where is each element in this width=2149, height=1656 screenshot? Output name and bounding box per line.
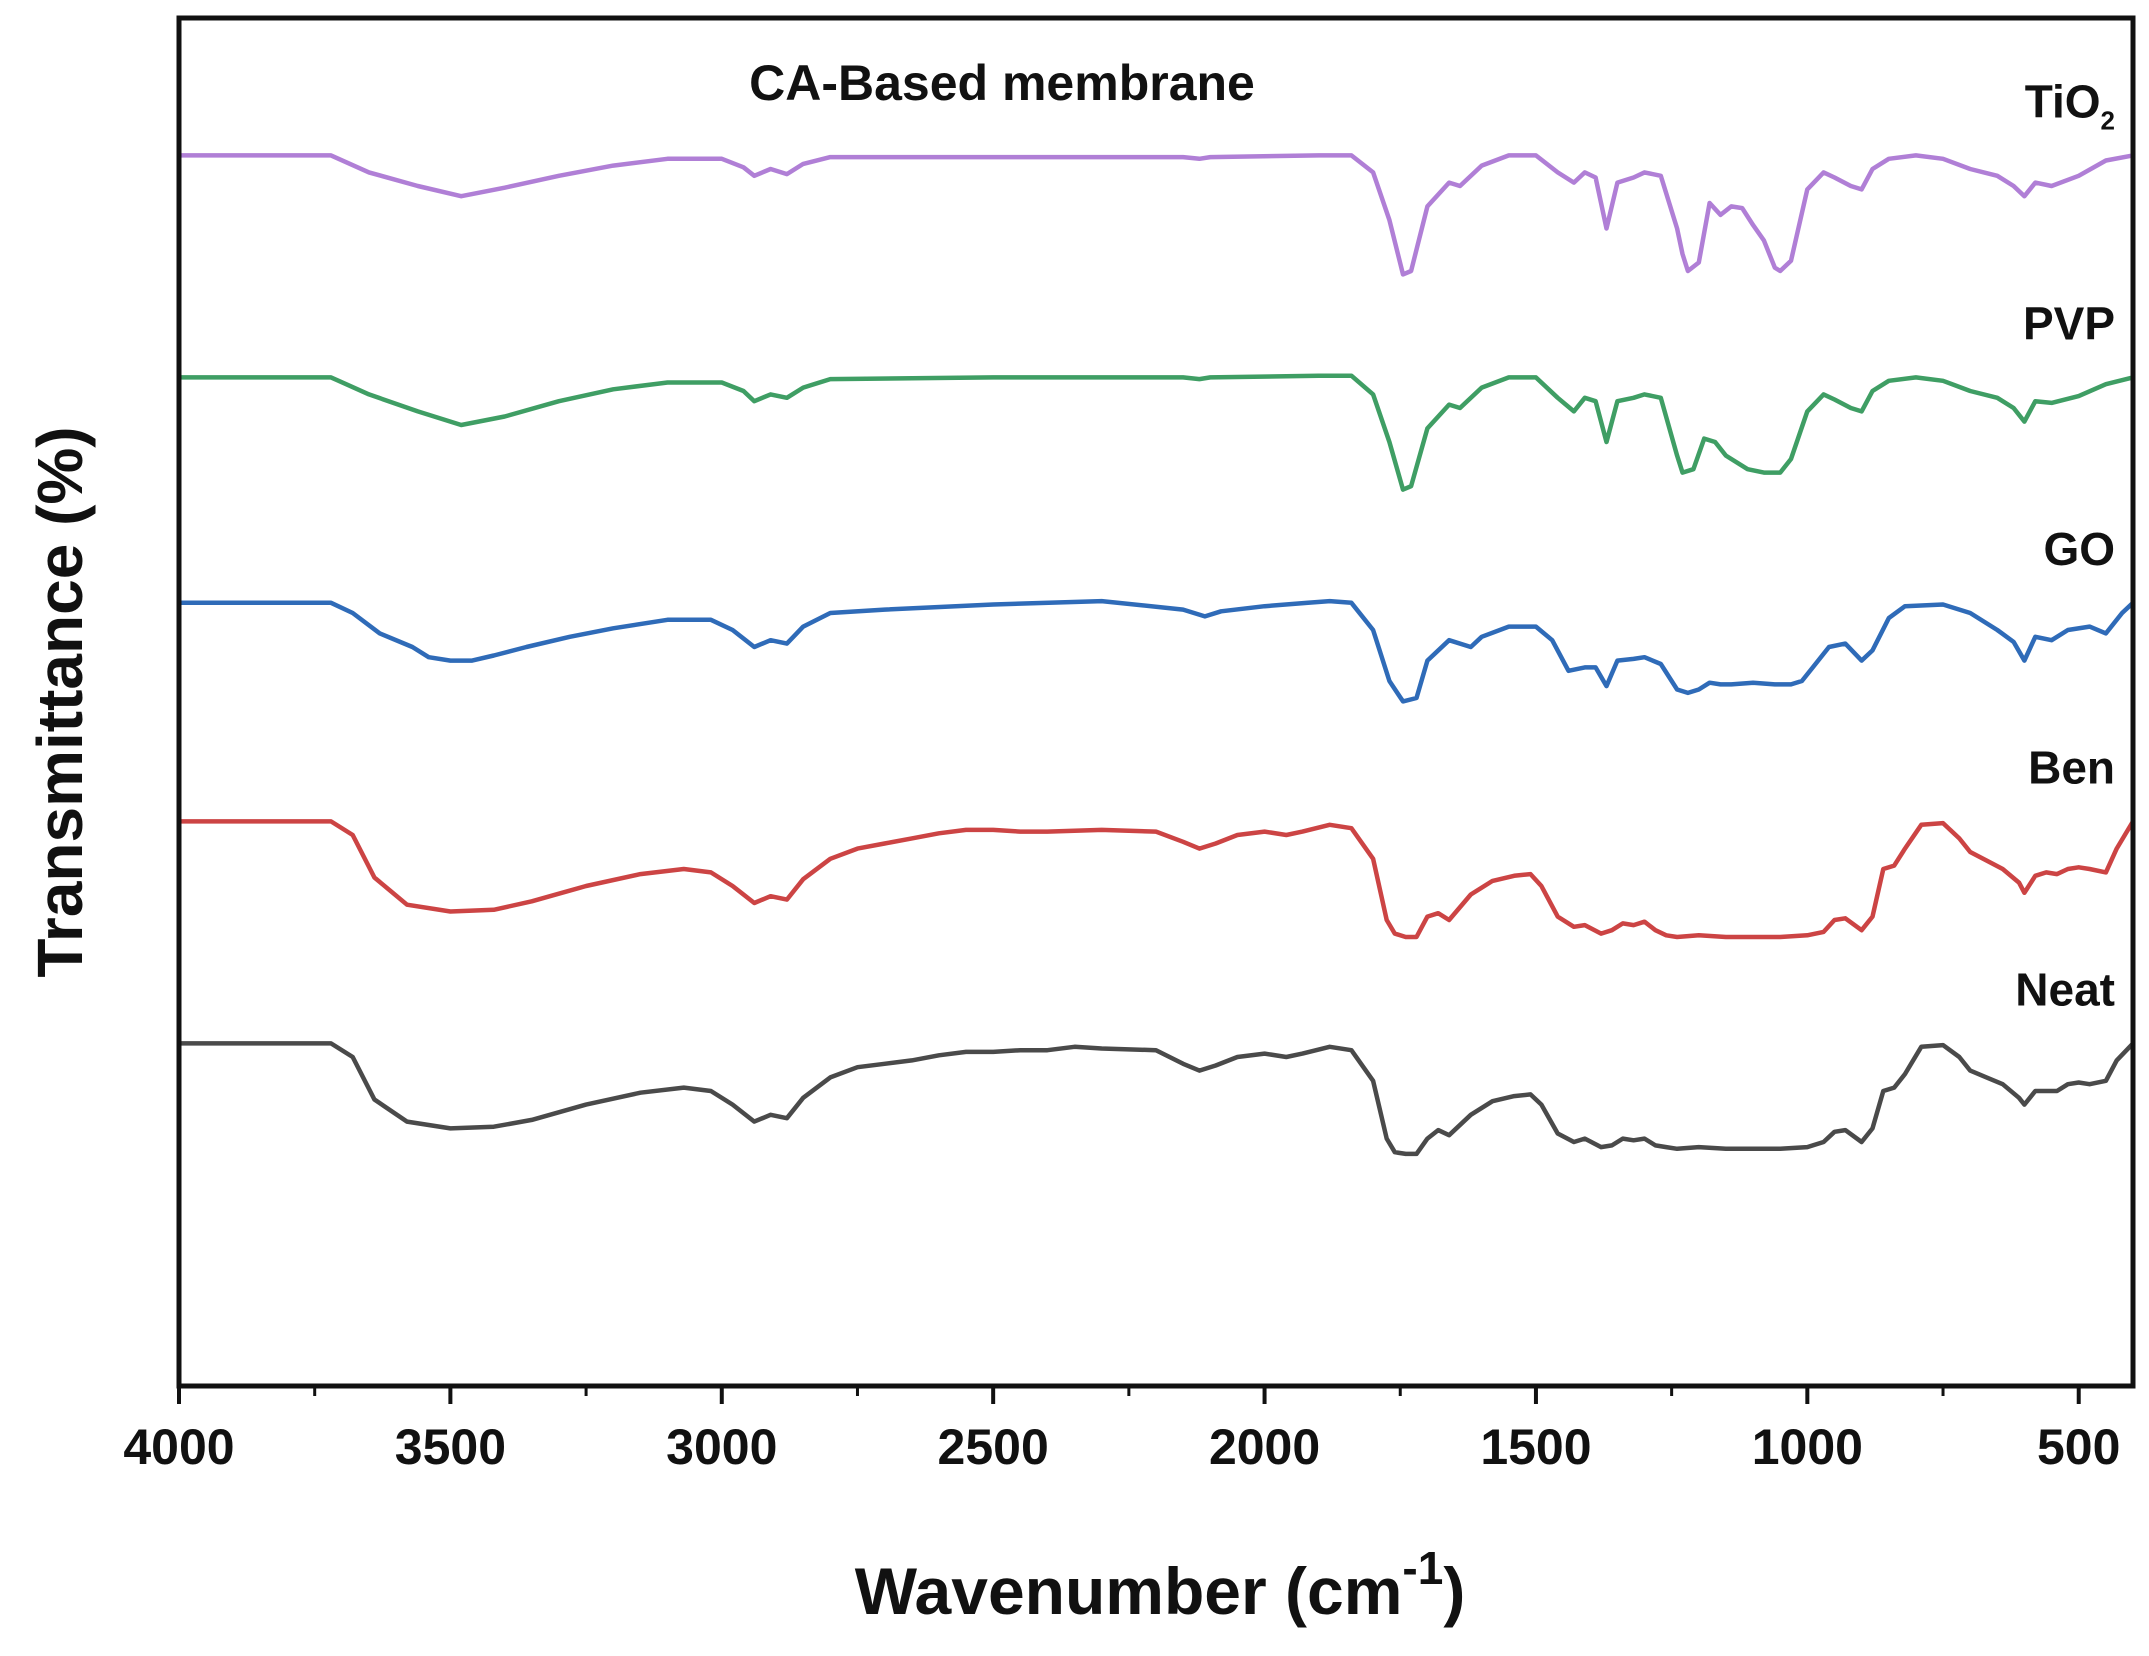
x-tick-label-1000: 1000 bbox=[1752, 1419, 1863, 1475]
trace-ben bbox=[176, 819, 2136, 940]
trace-go bbox=[176, 598, 2136, 704]
trace-neat bbox=[176, 1041, 2136, 1157]
series-traces bbox=[176, 153, 2136, 1157]
plot-frame bbox=[176, 15, 2136, 1389]
x-axis-title-suffix: ) bbox=[1443, 1554, 1465, 1628]
x-axis-title-superscript: -1 bbox=[1402, 1542, 1443, 1594]
series-label-text: Neat bbox=[2015, 963, 2115, 1015]
series-label-neat: Neat bbox=[2015, 963, 2115, 1015]
series-label-subscript: 2 bbox=[2101, 105, 2115, 135]
series-labels: TiO2 PVP GO Ben Neat bbox=[2015, 75, 2115, 1015]
x-tick-label-500: 500 bbox=[2037, 1419, 2120, 1475]
series-label-text: TiO bbox=[2025, 75, 2101, 127]
x-tick-label-3500: 3500 bbox=[395, 1419, 506, 1475]
x-axis-title-main: Wavenumber (cm bbox=[855, 1554, 1403, 1628]
x-axis-title: Wavenumber (cm-1) bbox=[855, 1542, 1466, 1628]
x-tick-label-2500: 2500 bbox=[938, 1419, 1049, 1475]
chart-title: CA-Based membrane bbox=[749, 55, 1255, 111]
trace-pvp bbox=[176, 373, 2136, 492]
series-label-pvp: PVP bbox=[2023, 297, 2115, 349]
series-label-tio2: TiO2 bbox=[2025, 75, 2115, 135]
x-tick-label-2000: 2000 bbox=[1209, 1419, 1320, 1475]
series-label-text: Ben bbox=[2028, 741, 2115, 793]
y-axis-title: Transmittance (%) bbox=[24, 426, 96, 977]
x-axis-ticks: 4000 3500 3000 2500 2000 1500 1000 500 bbox=[123, 1386, 2120, 1475]
series-label-text: GO bbox=[2043, 523, 2115, 575]
series-label-ben: Ben bbox=[2028, 741, 2115, 793]
series-label-go: GO bbox=[2043, 523, 2115, 575]
trace-tio2 bbox=[176, 153, 2136, 277]
x-tick-label-4000: 4000 bbox=[123, 1419, 234, 1475]
x-tick-label-3000: 3000 bbox=[666, 1419, 777, 1475]
series-label-text: PVP bbox=[2023, 297, 2115, 349]
x-tick-label-1500: 1500 bbox=[1480, 1419, 1591, 1475]
